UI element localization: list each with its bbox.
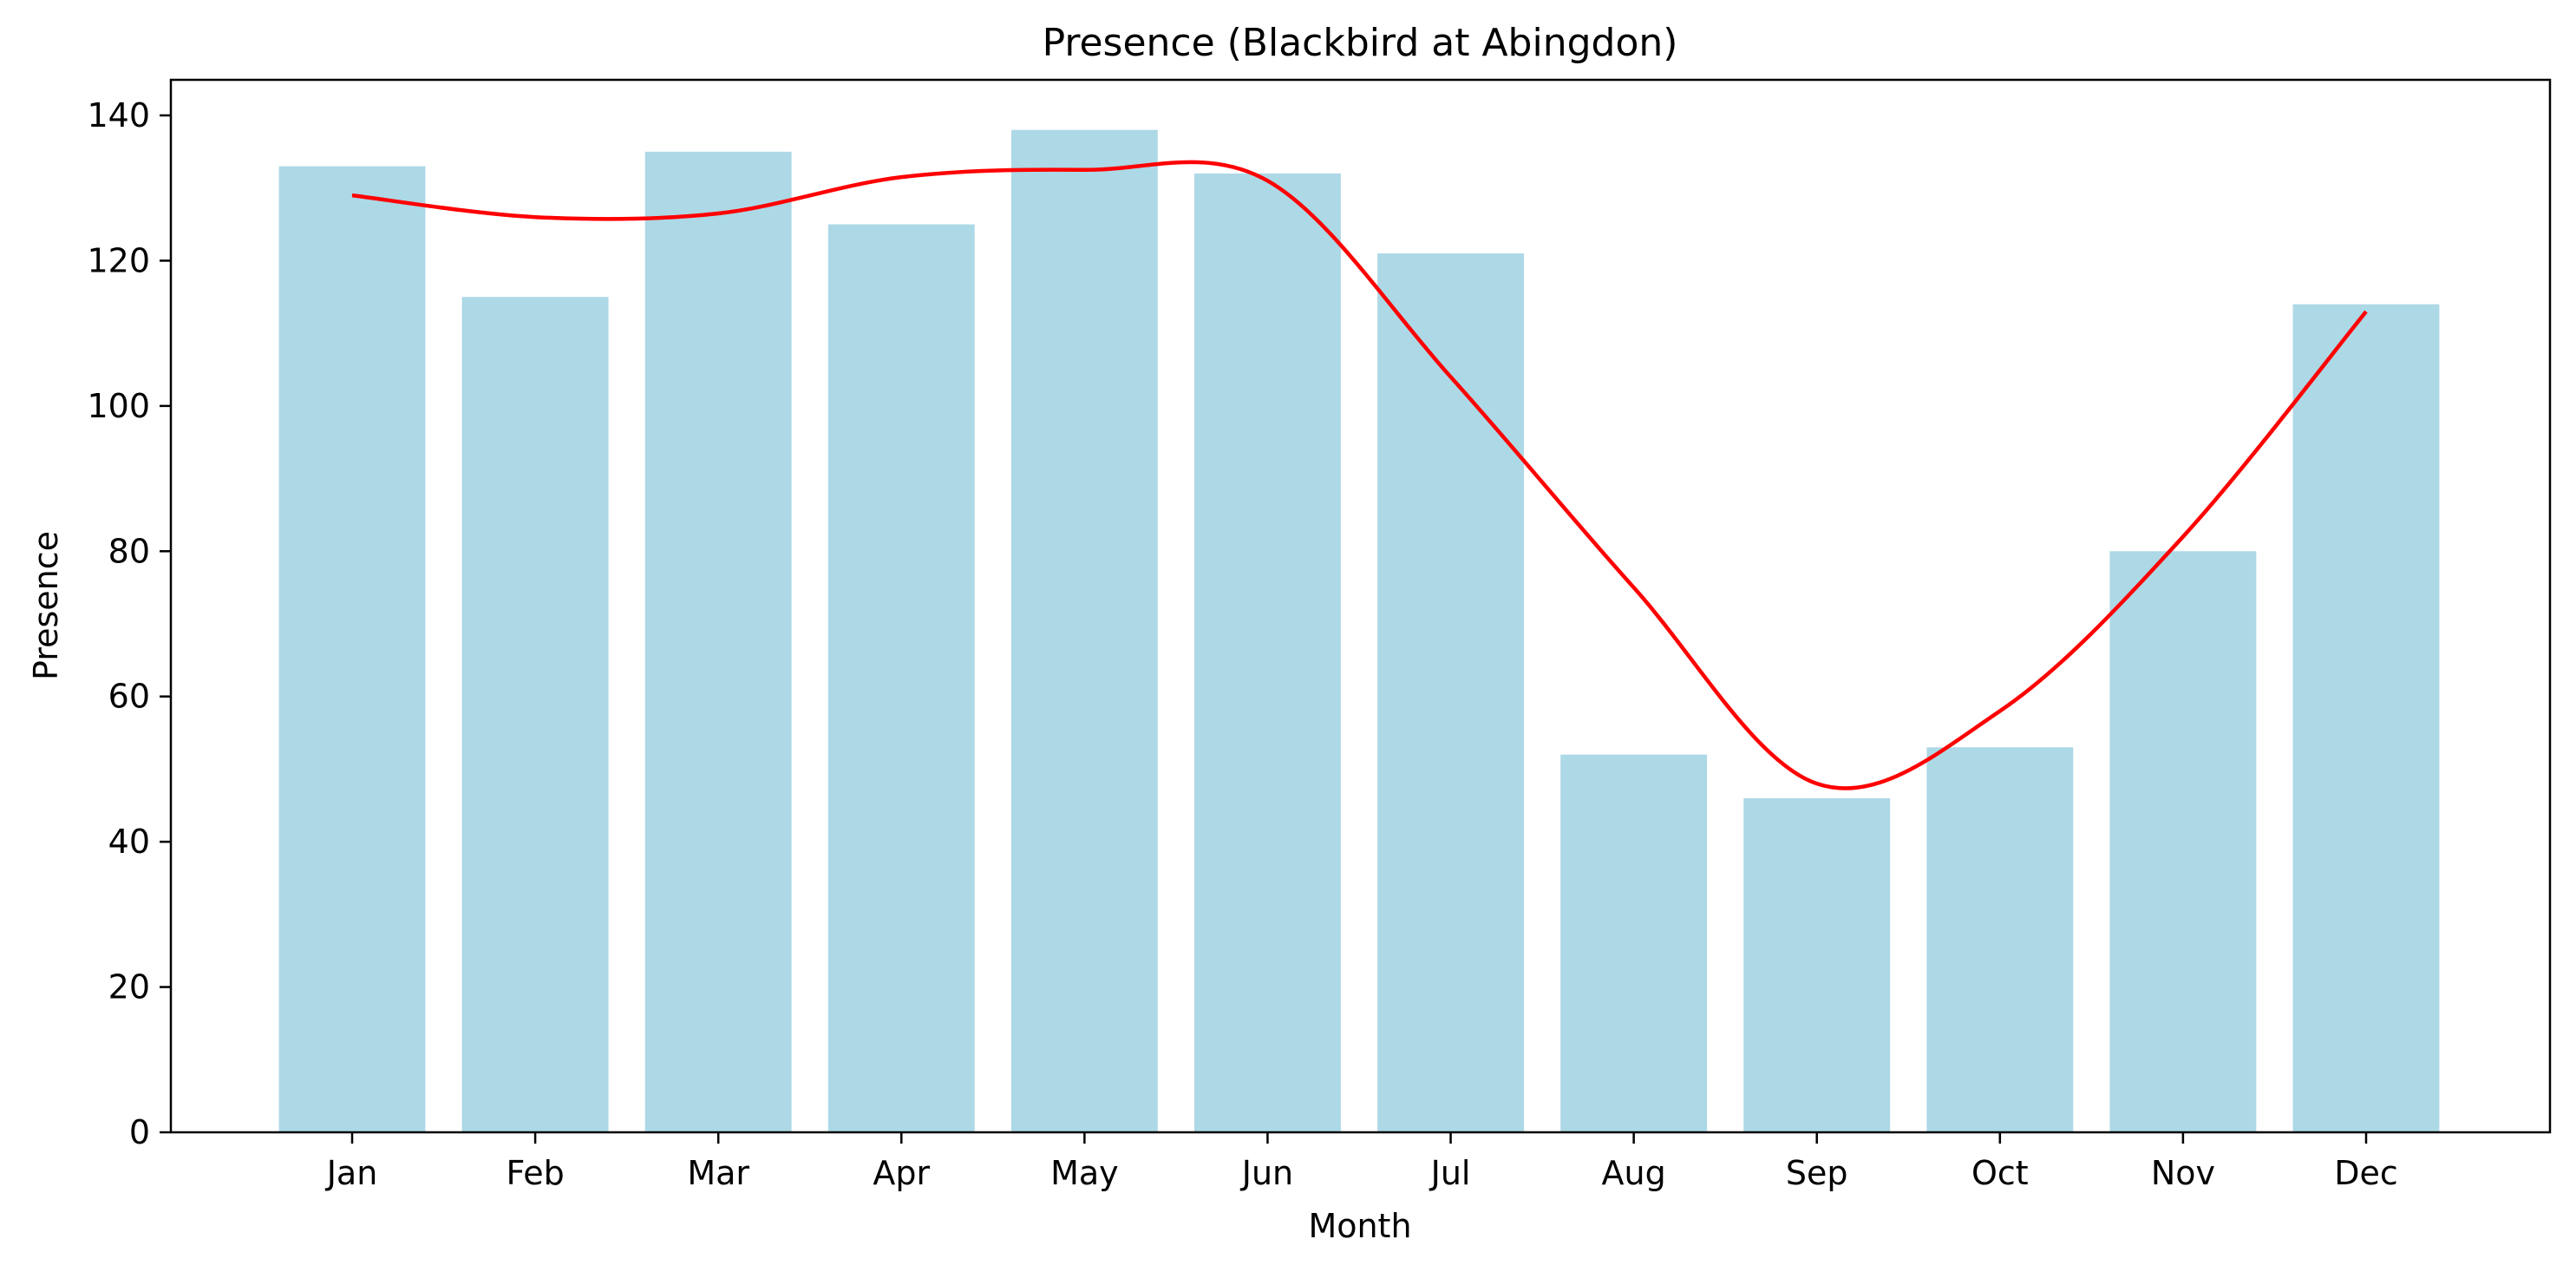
- x-tick-label: Sep: [1786, 1154, 1848, 1192]
- y-tick-label: 0: [129, 1113, 150, 1151]
- y-axis: 0 20 40 60 80 100 120 140: [87, 96, 171, 1151]
- x-tick-label: May: [1050, 1154, 1119, 1192]
- chart-title: Presence (Blackbird at Abingdon): [1043, 21, 1678, 65]
- bar-aug: [1560, 754, 1708, 1132]
- x-tick-label: Jul: [1429, 1154, 1471, 1192]
- bar-jan: [278, 166, 426, 1133]
- bars-layer: [278, 129, 2440, 1133]
- x-axis-label: Month: [1308, 1207, 1411, 1245]
- plot-frame: [169, 78, 2552, 1134]
- y-tick-label: 40: [108, 823, 150, 861]
- x-tick-label: Aug: [1602, 1154, 1666, 1192]
- x-tick-label: Apr: [873, 1154, 930, 1192]
- x-tick-label: Dec: [2334, 1154, 2398, 1192]
- y-axis-label: Presence: [27, 531, 65, 680]
- y-tick-label: 20: [108, 968, 150, 1006]
- trend-line: [351, 160, 2368, 790]
- x-tick-label: Feb: [506, 1154, 564, 1192]
- bar-oct: [1926, 747, 2074, 1132]
- bar-mar: [644, 151, 792, 1132]
- y-tick-label: 80: [108, 532, 150, 570]
- y-tick-label: 100: [87, 387, 150, 425]
- x-tick-label: Jun: [1240, 1154, 1293, 1192]
- bar-feb: [461, 297, 609, 1132]
- bar-dec: [2292, 304, 2440, 1133]
- x-tick-label: Mar: [687, 1154, 749, 1192]
- bar-may: [1010, 129, 1158, 1132]
- bar-apr: [827, 224, 975, 1133]
- bar-jun: [1194, 173, 1341, 1132]
- y-tick-label: 60: [108, 678, 150, 716]
- bar-nov: [2109, 551, 2257, 1132]
- bar-sep: [1743, 797, 1891, 1132]
- y-tick-label: 140: [87, 96, 150, 134]
- x-tick-label: Oct: [1971, 1154, 2029, 1192]
- x-axis: Jan Feb Mar Apr May Jun Jul Aug Sep Oct Nov Dec: [325, 1132, 2398, 1192]
- x-tick-label: Jan: [325, 1154, 378, 1192]
- y-tick-label: 120: [87, 241, 150, 279]
- x-tick-label: Nov: [2151, 1154, 2215, 1192]
- bar-jul: [1377, 253, 1524, 1132]
